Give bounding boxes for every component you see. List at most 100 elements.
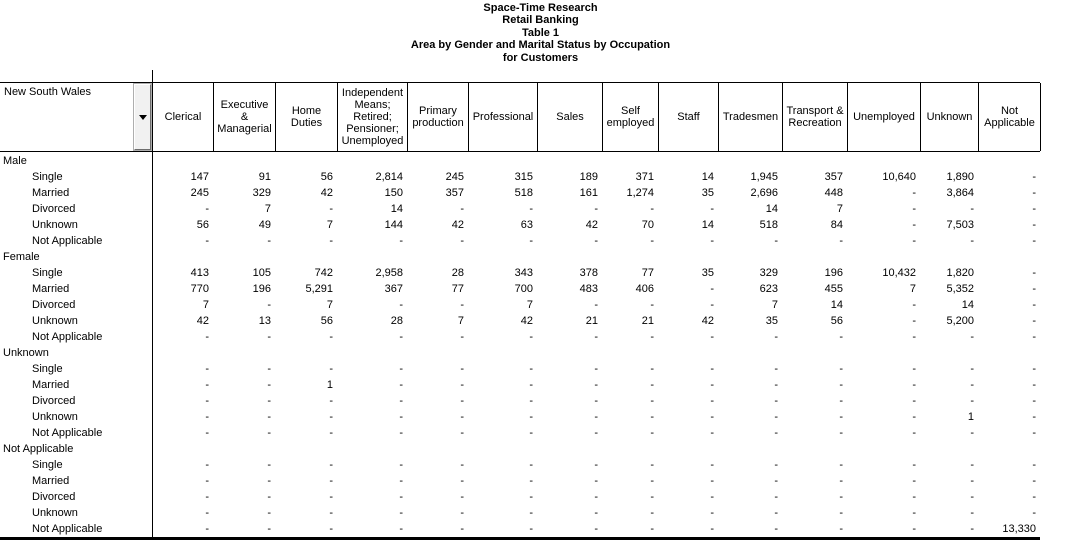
column-header[interactable]: Tradesmen [719, 83, 783, 151]
data-cell: - [267, 379, 271, 391]
data-cell: 28 [390, 315, 403, 327]
title-line-table-number: Table 1 [521, 26, 560, 39]
data-cell: - [267, 299, 271, 311]
section-row: Female [0, 249, 1041, 265]
data-cell: - [460, 507, 464, 519]
section-label: Not Applicable [3, 443, 74, 455]
data-cell: - [460, 459, 464, 471]
data-cell: - [399, 411, 403, 423]
column-header[interactable]: Transport & Recreation [783, 83, 848, 151]
data-cell: 42 [320, 187, 333, 199]
data-cell: 42 [701, 315, 714, 327]
title-line-dataset: Retail Banking [502, 14, 579, 27]
column-header[interactable]: Independent Means; Retired; Pensioner; U… [338, 83, 408, 151]
data-cell: - [267, 427, 271, 439]
data-cell: - [650, 363, 654, 375]
data-cell: - [594, 379, 598, 391]
data-cell: - [399, 395, 403, 407]
data-cell: - [1032, 235, 1036, 247]
data-cell: - [205, 459, 209, 471]
area-dropdown-button[interactable] [134, 84, 151, 150]
data-cell: 13 [258, 315, 271, 327]
data-cell: - [710, 395, 714, 407]
column-header[interactable]: Staff [659, 83, 719, 151]
column-header[interactable]: Not Applicable [979, 83, 1041, 151]
data-cell: - [267, 491, 271, 503]
data-cell: 367 [384, 283, 403, 295]
row-label: Divorced [32, 299, 76, 311]
data-cell: - [529, 235, 533, 247]
data-cell: - [839, 395, 843, 407]
data-cell: - [912, 235, 916, 247]
column-header[interactable]: Unemployed [848, 83, 921, 151]
data-cell: - [774, 411, 778, 423]
data-cell: - [399, 507, 403, 519]
data-cell: - [1032, 427, 1036, 439]
table-header-row: New South Wales Clerical Executive & Mana… [0, 82, 1041, 152]
column-header[interactable]: Executive & Managerial [214, 83, 276, 151]
data-cell: - [399, 475, 403, 487]
data-cell: 150 [384, 187, 403, 199]
data-cell: - [912, 523, 916, 535]
data-cell: - [205, 523, 209, 535]
data-cell: 1 [967, 411, 974, 423]
data-cell: 357 [824, 171, 843, 183]
data-cell: - [912, 459, 916, 471]
data-cell: - [399, 235, 403, 247]
data-cell: 1,890 [946, 171, 974, 183]
row-label: Married [32, 187, 70, 199]
data-cell: - [1032, 459, 1036, 471]
data-cell: - [329, 331, 333, 343]
column-header[interactable]: Clerical [153, 83, 214, 151]
data-cell: - [774, 379, 778, 391]
row-label: Not Applicable [32, 427, 103, 439]
data-cell: - [774, 363, 778, 375]
data-cell: 483 [579, 283, 598, 295]
data-cell: - [912, 363, 916, 375]
data-cell: 196 [824, 267, 843, 279]
data-cell: - [205, 507, 209, 519]
data-cell: - [399, 427, 403, 439]
data-cell: - [529, 331, 533, 343]
row-label: Single [32, 459, 63, 471]
column-header[interactable]: Professional [469, 83, 538, 151]
data-cell: - [970, 459, 974, 471]
data-cell: - [529, 203, 533, 215]
data-cell: - [267, 523, 271, 535]
data-cell: 144 [384, 219, 403, 231]
data-cell: 35 [701, 187, 714, 199]
data-cell: - [594, 203, 598, 215]
data-cell: - [460, 491, 464, 503]
data-cell: - [529, 395, 533, 407]
column-header[interactable]: Primary production [408, 83, 469, 151]
data-cell: - [650, 475, 654, 487]
data-cell: 5,352 [946, 283, 974, 295]
data-cell: 5,200 [946, 315, 974, 327]
table-row: Unknown 42 13 56 28 7 42 21 21 42 35 56 - 5,200 - [0, 313, 1041, 329]
column-header[interactable]: Unknown [921, 83, 979, 151]
row-label: Divorced [32, 395, 76, 407]
data-cell: - [594, 475, 598, 487]
column-header[interactable]: Home Duties [276, 83, 338, 151]
data-cell: - [650, 331, 654, 343]
data-cell: 7 [836, 203, 843, 215]
row-label: Married [32, 475, 70, 487]
data-cell: - [529, 491, 533, 503]
data-cell: 742 [314, 267, 333, 279]
column-header[interactable]: Self employed [603, 83, 659, 151]
data-cell: 413 [190, 267, 209, 279]
data-cell: 105 [252, 267, 271, 279]
section-row: Not Applicable [0, 441, 1041, 457]
data-cell: - [650, 235, 654, 247]
row-label: Divorced [32, 491, 76, 503]
data-cell: - [650, 459, 654, 471]
data-cell: - [329, 203, 333, 215]
table-row: Single 413 105 742 2,958 28 343 378 77 35 329 196 10… [0, 265, 1041, 281]
data-cell: - [839, 523, 843, 535]
column-header[interactable]: Sales [538, 83, 603, 151]
data-cell: - [912, 187, 916, 199]
data-cell: - [460, 235, 464, 247]
data-cell: - [329, 427, 333, 439]
data-cell: - [1032, 379, 1036, 391]
data-cell: 42 [520, 315, 533, 327]
